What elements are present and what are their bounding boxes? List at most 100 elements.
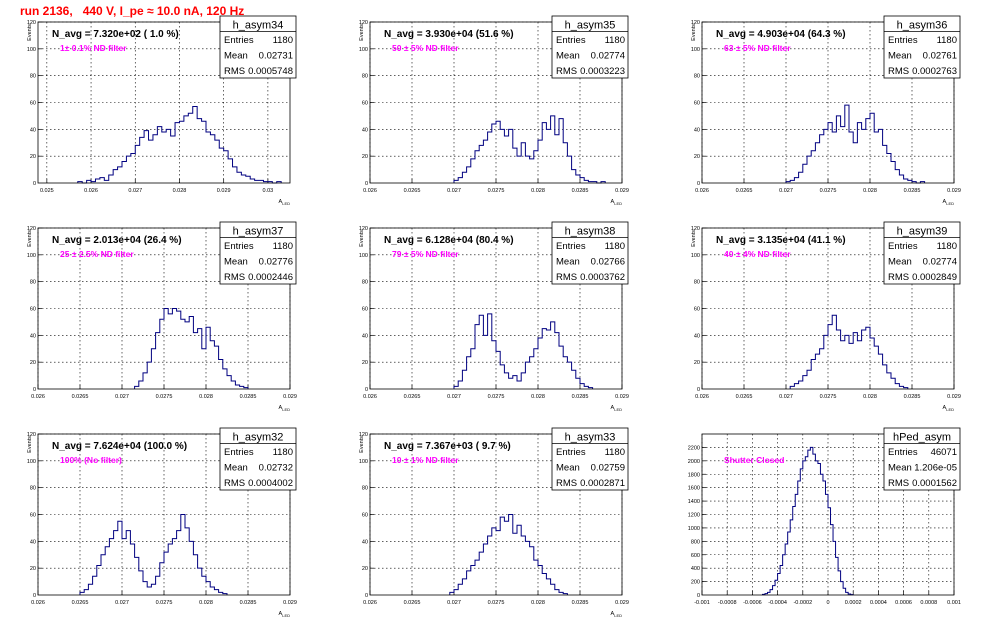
stats-mean-label: Mean — [556, 51, 580, 62]
y-tick-label: 0 — [365, 387, 368, 393]
x-tick-label: 0.027 — [779, 394, 793, 400]
histogram-name: h_asym33 — [565, 432, 616, 444]
x-axis-label: ALED — [943, 199, 955, 206]
y-axis-label: Events — [27, 24, 33, 41]
histogram-panel-h_asym37: 0.026 0.0265 0.027 0.0275 0.028 0.0285 0.029 20… — [27, 221, 297, 412]
filter-label: 10 ± 1% ND filter — [392, 455, 459, 465]
plot-frame — [369, 21, 623, 184]
navg-label: N_avg = 7.367e+03 ( 9.7 %) — [384, 441, 511, 452]
x-tick-label: 0.028 — [531, 600, 545, 606]
x-tick-label: 0.029 — [283, 600, 297, 606]
y-tick-label: 120 — [27, 226, 36, 232]
stats-entries-value: 1180 — [605, 447, 625, 458]
stats-box — [219, 427, 297, 491]
filter-label: 100% (No filter) — [60, 455, 122, 465]
x-tick-label: 0.025 — [40, 188, 54, 194]
x-axis-label: ALED — [611, 199, 623, 206]
y-tick-label: 20 — [362, 154, 368, 160]
stats-rms-value: 0.0001562 — [912, 478, 957, 489]
x-tick-label: 0.0006 — [895, 600, 912, 606]
stats-mean-value: 0.02731 — [259, 51, 293, 62]
filter-label: 25 ± 2.5% ND filter — [60, 249, 134, 259]
y-tick-label: 40 — [30, 539, 36, 545]
x-axis-label: ALED — [279, 611, 291, 618]
stats-mean-label: Mean — [888, 257, 912, 268]
y-tick-label: 20 — [30, 154, 36, 160]
stats-entries-value: 1180 — [605, 241, 625, 252]
x-tick-label: 0.0008 — [920, 600, 937, 606]
stats-box — [883, 15, 961, 79]
stats-rms-label: RMS — [556, 478, 577, 489]
stats-entries-label: Entries — [888, 241, 918, 252]
x-tick-label: 0.03 — [263, 188, 274, 194]
x-tick-label: 0.0004 — [870, 600, 887, 606]
x-tick-label: 0.029 — [615, 600, 629, 606]
x-axis-label-sub: LED — [282, 613, 290, 618]
stats-rms-value: 0.0005748 — [248, 66, 293, 77]
x-axis-label-sub: LED — [614, 407, 622, 412]
histogram-line — [79, 514, 228, 595]
stats-entries-label: Entries — [224, 241, 254, 252]
stats-rms-label: RMS — [888, 478, 909, 489]
x-tick-label: 0.028 — [199, 394, 213, 400]
y-tick-label: 60 — [362, 307, 368, 313]
histogram-panel-h_asym39: 0.026 0.0265 0.027 0.0275 0.028 0.0285 0.029 20… — [691, 221, 961, 412]
stats-mean-label: Mean — [556, 463, 580, 474]
filter-label: 50 ± 5% ND filter — [392, 43, 459, 53]
stats-box — [219, 221, 297, 285]
filter-label: 40 ± 4% ND filter — [724, 249, 791, 259]
x-tick-label: 0.026 — [363, 394, 377, 400]
x-tick-label: 0.0275 — [156, 394, 173, 400]
y-tick-label: 80 — [30, 280, 36, 286]
histogram-panel-h_asym33: 0.026 0.0265 0.027 0.0275 0.028 0.0285 0.029 20… — [359, 427, 629, 618]
x-axis-label-sub: LED — [946, 407, 954, 412]
histogram-panel-h_asym32: 0.026 0.0265 0.027 0.0275 0.028 0.0285 0.029 20… — [27, 427, 297, 618]
x-tick-label: -0.001 — [694, 600, 710, 606]
y-tick-label: 400 — [691, 566, 700, 572]
histogram-name: h_asym35 — [565, 20, 616, 32]
x-axis-label-sub: LED — [282, 407, 290, 412]
stats-mean-value: 0.02759 — [591, 463, 625, 474]
stats-box — [219, 15, 297, 79]
navg-label: N_avg = 7.320e+02 ( 1.0 %) — [52, 29, 179, 40]
stats-rms-value: 0.0004002 — [248, 478, 293, 489]
navg-label: N_avg = 6.128e+04 (80.4 %) — [384, 235, 514, 246]
x-tick-label: 0 — [826, 600, 829, 606]
y-tick-label: 40 — [362, 127, 368, 133]
plot-frame — [369, 227, 623, 390]
histogram-line — [453, 115, 606, 184]
stats-mean-label: Mean — [224, 257, 248, 268]
stats-mean-value: 0.02774 — [591, 51, 625, 62]
plot-frame — [701, 21, 955, 184]
stats-rms-label: RMS — [556, 66, 577, 77]
stats-rms-label: RMS — [888, 66, 909, 77]
x-tick-label: 0.0265 — [404, 394, 421, 400]
y-tick-label: 100 — [27, 459, 36, 465]
filter-label: Shutter Closed — [724, 455, 784, 465]
x-tick-label: 0.026 — [363, 188, 377, 194]
y-tick-label: 200 — [691, 580, 700, 586]
x-tick-label: 0.0285 — [904, 394, 921, 400]
y-tick-label: 1800 — [688, 472, 700, 478]
stats-rms-label: RMS — [556, 272, 577, 283]
x-tick-label: 0.028 — [863, 188, 877, 194]
histogram-name: h_asym34 — [233, 20, 284, 32]
x-tick-label: 0.0265 — [72, 394, 89, 400]
y-tick-label: 80 — [362, 280, 368, 286]
stats-entries-label: Entries — [556, 241, 586, 252]
y-tick-label: 120 — [691, 226, 700, 232]
x-axis-label-sub: LED — [614, 201, 622, 206]
y-tick-label: 100 — [359, 459, 368, 465]
x-tick-label: 0.0285 — [572, 188, 589, 194]
y-tick-label: 0 — [365, 181, 368, 187]
navg-label: N_avg = 2.013e+04 (26.4 %) — [52, 235, 182, 246]
y-tick-label: 1000 — [688, 526, 700, 532]
x-axis-label: ALED — [943, 405, 955, 412]
navg-label: N_avg = 3.930e+04 (51.6 %) — [384, 29, 514, 40]
histogram-name: h_asym39 — [897, 226, 948, 238]
histogram-panel-h_asym38: 0.026 0.0265 0.027 0.0275 0.028 0.0285 0.029 20… — [359, 221, 629, 412]
x-tick-label: 0.029 — [947, 188, 961, 194]
stats-entries-value: 1180 — [937, 241, 957, 252]
stats-mean-label: Mean — [888, 51, 912, 62]
stats-rms-label: RMS — [224, 272, 245, 283]
